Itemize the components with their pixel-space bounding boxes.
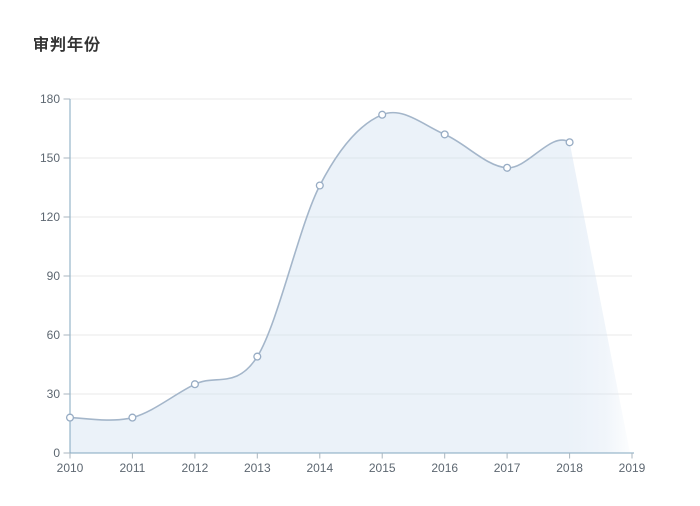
- data-point-marker: [503, 163, 512, 172]
- gridlines: [70, 98, 632, 395]
- data-point-marker: [565, 138, 574, 147]
- area-fill-fade: [569, 142, 630, 454]
- y-tick-label: 150: [40, 151, 60, 165]
- data-point-marker: [253, 352, 262, 361]
- x-tick-label: 2011: [119, 461, 145, 475]
- data-point-marker: [65, 413, 75, 422]
- y-tick-label: 30: [47, 387, 61, 401]
- x-tick-label: 2017: [494, 461, 521, 475]
- x-tick-label: 2012: [182, 461, 209, 475]
- y-tick-label: 60: [47, 328, 61, 342]
- data-point-marker: [128, 413, 137, 422]
- x-axis: 2010 2011 2012 2013 2014 2015 2016 2017 2018 2019: [57, 453, 646, 475]
- x-tick-label: 2010: [57, 461, 84, 475]
- y-tick-label: 180: [40, 92, 60, 106]
- data-point-marker: [440, 130, 449, 139]
- x-tick-label: 2018: [556, 461, 583, 475]
- x-tick-label: 2015: [369, 461, 396, 475]
- x-tick-label: 2013: [244, 461, 271, 475]
- data-point-marker: [315, 181, 324, 190]
- data-point-marker: [378, 110, 387, 119]
- y-tick-label: 0: [53, 446, 60, 460]
- chart-title: 审判年份: [33, 37, 102, 54]
- x-tick-label: 2014: [306, 461, 333, 475]
- y-tick-label: 120: [40, 210, 60, 224]
- data-points: [65, 110, 574, 422]
- area-fill: [70, 112, 570, 454]
- y-tick-label: 90: [47, 269, 61, 283]
- y-axis: 0 30 60 90 120 150 180: [40, 92, 70, 460]
- series-line: [69, 111, 571, 421]
- x-tick-label: 2016: [431, 461, 458, 475]
- data-point-marker: [190, 380, 199, 389]
- x-tick-label: 2019: [619, 461, 646, 475]
